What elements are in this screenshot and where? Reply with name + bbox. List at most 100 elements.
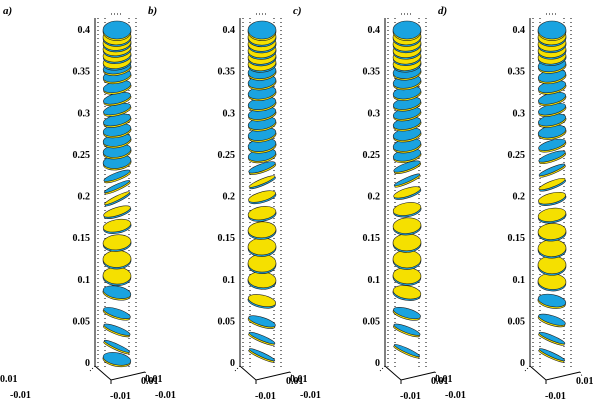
slice-face (102, 20, 132, 40)
ellipse-slice (393, 160, 422, 175)
ellipse-slice (103, 92, 132, 107)
ellipse-slice (538, 163, 566, 178)
y-tick-label: 0 (230, 358, 235, 369)
slice-face (248, 315, 276, 328)
y-tick-label: 0.2 (368, 192, 381, 203)
base-tick-right: 0.01 (141, 376, 159, 387)
panel-label: d) (438, 5, 447, 17)
slice-face (393, 323, 421, 336)
y-tick-label: 0.4 (513, 25, 526, 36)
ellipse-slice (103, 205, 132, 219)
panel-a: a) 0 0.05 0.1 0.15 0.2 0.25 0.3 0.35 0.4 0.01 -0.01… (0, 5, 159, 402)
slice-face (538, 331, 566, 345)
y-tick-label: 0.05 (363, 316, 381, 327)
base-axes (529, 365, 581, 384)
ellipse-slice (537, 239, 567, 259)
ellipse-slice (102, 352, 132, 368)
ellipse-slice (392, 202, 422, 218)
base-tick-right-lower: -0.01 (255, 391, 276, 402)
y-tick-label: 0.05 (218, 316, 236, 327)
ellipse-slice (392, 285, 422, 301)
slice-face (103, 307, 131, 320)
base-axes (384, 365, 436, 384)
ellipse-slice (537, 207, 567, 224)
ellipse-slice (538, 138, 567, 153)
ellipse-slice (104, 191, 131, 207)
y-tick-label: 0.2 (223, 192, 236, 203)
y-tick-label: 0.1 (368, 275, 381, 286)
ellipse-slice (538, 91, 567, 107)
slice-face (102, 234, 132, 251)
ellipse-slice (248, 161, 277, 175)
slice-face (538, 163, 566, 177)
slice-face (393, 344, 421, 357)
ellipse-slice (537, 255, 567, 276)
base-tick-right: 0.01 (431, 376, 449, 387)
slice-face (537, 207, 567, 222)
panels-group: a) 0 0.05 0.1 0.15 0.2 0.25 0.3 0.35 0.4 0.01 -0.01… (0, 5, 594, 402)
slice-face (538, 348, 566, 362)
panel-label: b) (148, 5, 157, 17)
ellipse-slice (537, 20, 567, 41)
base-tick-right: 0.01 (576, 376, 594, 387)
slice-face (537, 223, 567, 240)
ellipse-slice (248, 348, 276, 363)
base-tick-left-lower: -0.01 (445, 390, 466, 401)
y-tick-label: 0 (85, 358, 90, 369)
y-tick-label: 0.35 (508, 67, 526, 78)
slice-face (103, 180, 131, 193)
slice-face (104, 191, 130, 205)
ellipse-slice (393, 186, 422, 200)
y-tick-label: 0.2 (78, 192, 91, 203)
y-tick-label: 0.4 (223, 25, 236, 36)
slice-face (248, 161, 276, 174)
y-tick-label: 0.3 (78, 108, 91, 119)
ellipse-slice (247, 221, 277, 240)
slice-face (538, 177, 566, 191)
base-tick-left: 0.01 (435, 374, 453, 385)
base-tick-left-lower: -0.01 (300, 390, 321, 401)
slice-face (247, 294, 277, 308)
y-tick-label: 0.25 (363, 150, 381, 161)
base-axes (239, 365, 291, 384)
ellipse-slice (247, 294, 277, 309)
base-tick-right-lower: -0.01 (110, 391, 131, 402)
slice-face (248, 190, 276, 203)
ellipse-slice (248, 175, 276, 190)
slice-face (392, 217, 422, 234)
ellipse-slice (102, 234, 132, 252)
slice-face (102, 218, 132, 233)
ellipse-slice (537, 223, 567, 242)
ellipse-slice (247, 271, 277, 290)
y-tick-label: 0.15 (508, 233, 526, 244)
y-tick-label: 0.3 (368, 108, 381, 119)
y-tick-label: 0.15 (73, 233, 91, 244)
ellipse-slice (248, 190, 277, 205)
y-tick-label: 0.05 (73, 316, 91, 327)
y-tick-label: 0.25 (218, 150, 236, 161)
ellipse-slice (103, 339, 131, 355)
slice-face (392, 20, 422, 40)
ellipse-slice (537, 313, 566, 328)
ellipse-slice (538, 150, 567, 165)
ellipse-slice (537, 293, 567, 309)
ellipse-slice (103, 169, 131, 184)
ellipse-slice (102, 20, 132, 41)
ellipse-slice (248, 331, 276, 346)
base-tick-left: 0.01 (0, 374, 18, 385)
ellipse-slice (538, 177, 566, 192)
slice-face (247, 206, 277, 221)
y-tick-label: 0 (520, 358, 525, 369)
y-tick-label: 0.35 (363, 67, 381, 78)
ellipse-slice (247, 20, 277, 41)
y-tick-label: 0.1 (223, 275, 236, 286)
y-tick-label: 0.3 (513, 108, 526, 119)
slice-face (103, 323, 131, 336)
y-tick-label: 0.25 (508, 150, 526, 161)
y-tick-label: 0.15 (218, 233, 236, 244)
slice-face (393, 173, 421, 187)
slice-face (393, 160, 421, 173)
base-dotted (88, 365, 148, 377)
ellipse-slice (247, 237, 277, 257)
base-dotted (378, 365, 438, 377)
